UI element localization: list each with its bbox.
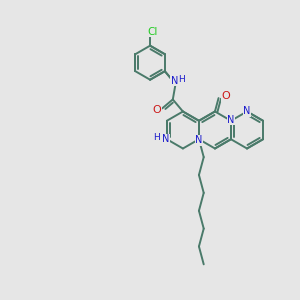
Text: N: N <box>243 106 251 116</box>
Text: N: N <box>195 135 203 145</box>
Text: Cl: Cl <box>147 27 157 37</box>
Text: N: N <box>171 76 178 86</box>
Text: H: H <box>178 76 185 85</box>
Text: O: O <box>221 91 230 101</box>
Text: N: N <box>162 134 169 144</box>
Text: O: O <box>153 105 162 116</box>
Text: N: N <box>227 115 235 125</box>
Text: H: H <box>154 133 160 142</box>
